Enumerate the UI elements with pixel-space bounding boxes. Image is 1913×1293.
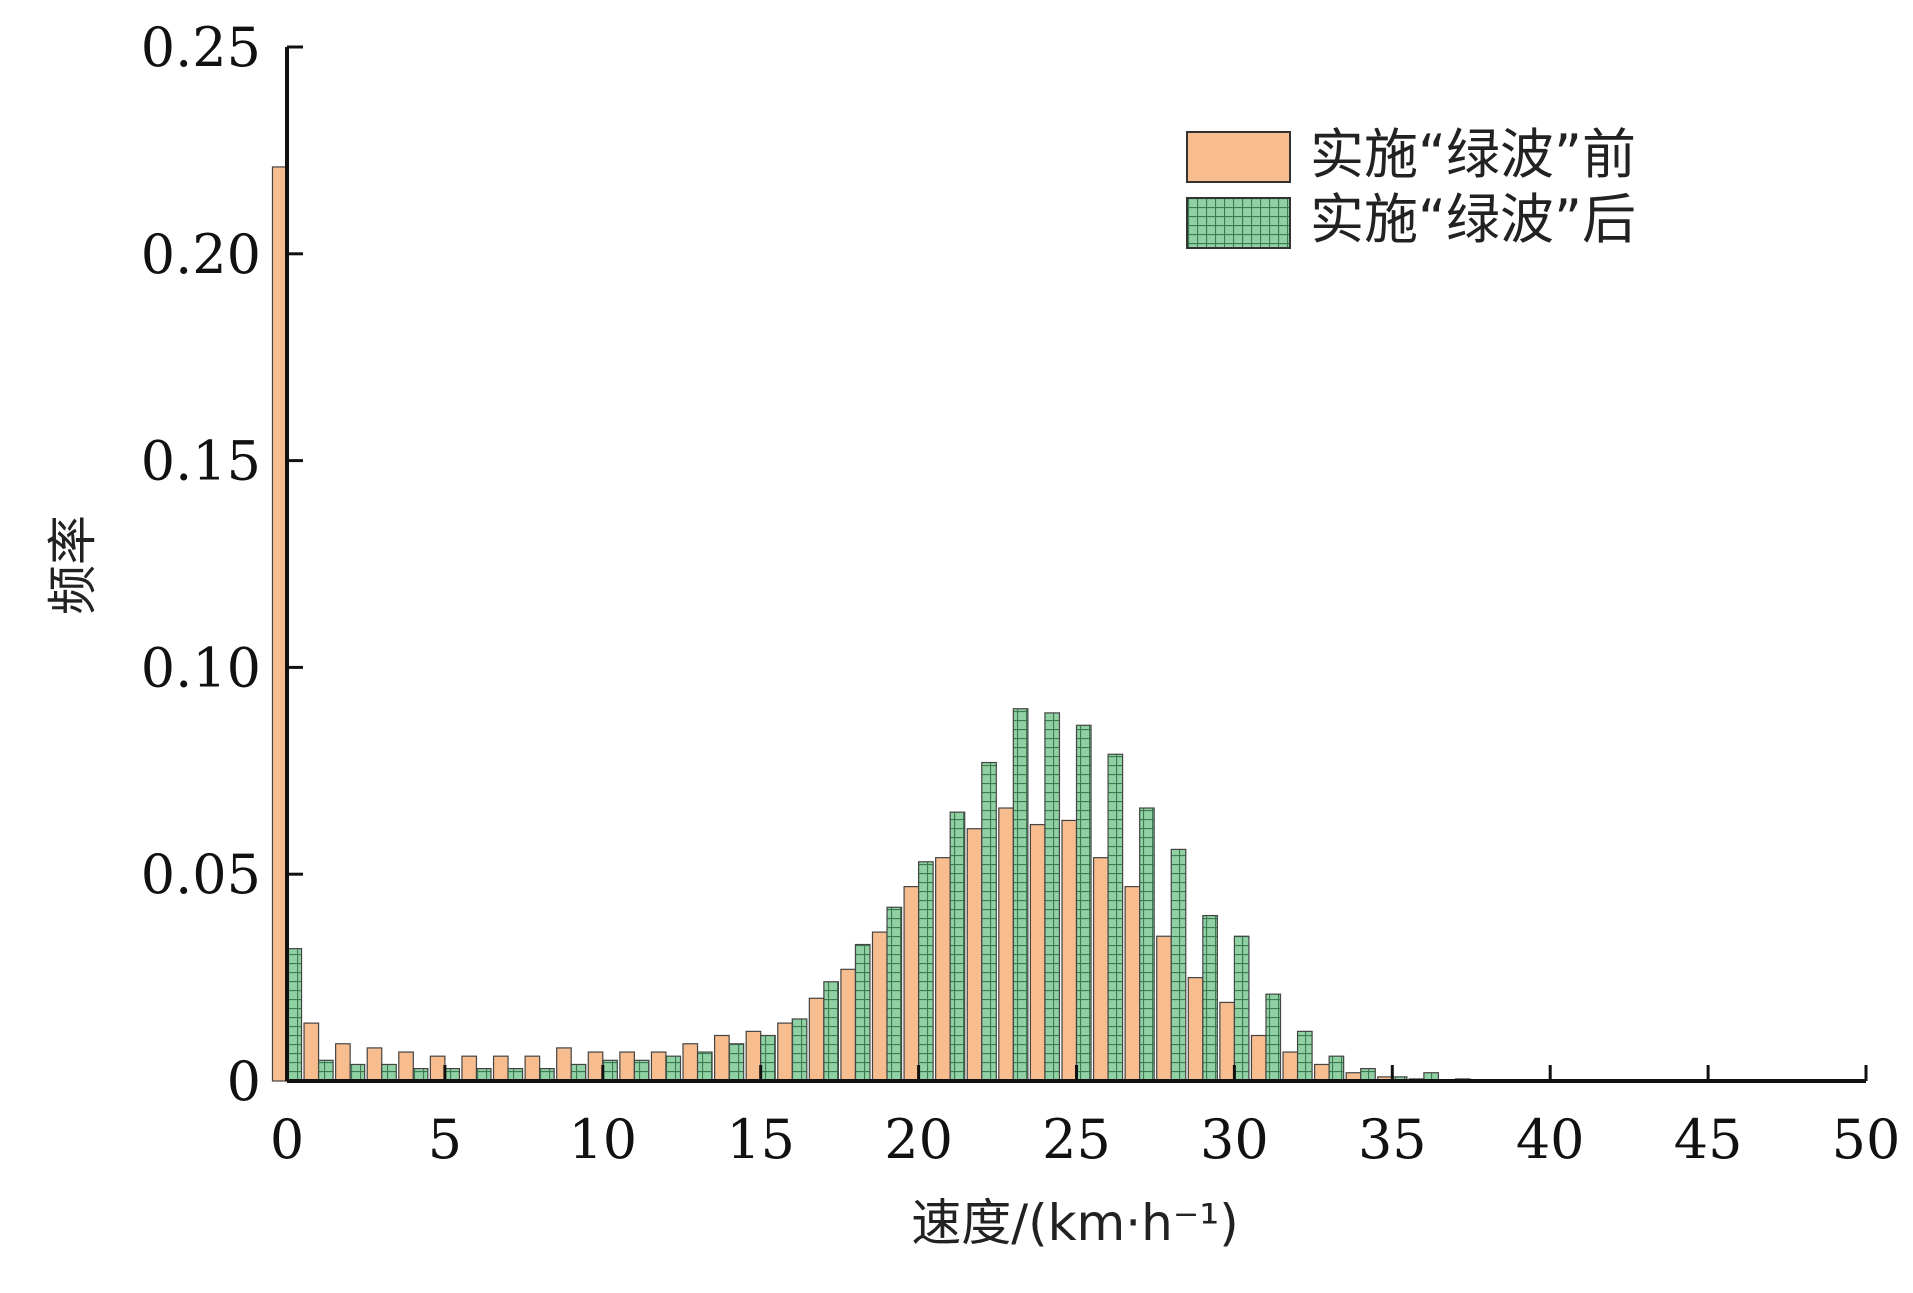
bar-after-3 xyxy=(381,1063,397,1082)
x-tick-label: 20 xyxy=(884,1108,953,1171)
x-tick-label: 35 xyxy=(1358,1108,1427,1171)
bar-after-13 xyxy=(696,1051,713,1082)
bar-after-33 xyxy=(1328,1055,1345,1082)
bar-before-26 xyxy=(1092,857,1109,1082)
bar-before-27 xyxy=(1124,886,1141,1082)
bar-after-31 xyxy=(1265,993,1282,1082)
bar-before-18 xyxy=(840,968,857,1082)
bar-after-19 xyxy=(886,906,903,1082)
bar-before-0 xyxy=(271,166,288,1082)
bar-after-32 xyxy=(1296,1030,1313,1082)
bar-after-23 xyxy=(1012,708,1029,1082)
bar-after-26 xyxy=(1107,753,1124,1082)
x-tick-label: 5 xyxy=(428,1108,462,1171)
bar-before-21 xyxy=(935,857,951,1082)
x-tick-label: 15 xyxy=(726,1108,795,1171)
bar-before-19 xyxy=(871,931,888,1082)
y-tick-label: 0.25 xyxy=(141,16,261,79)
bar-after-0 xyxy=(286,948,303,1082)
bar-after-30 xyxy=(1233,935,1250,1082)
legend-swatch-before xyxy=(1186,131,1291,183)
x-tick-label: 10 xyxy=(568,1108,637,1171)
legend-swatch-after xyxy=(1186,197,1291,249)
bar-before-9 xyxy=(556,1047,572,1082)
bar-after-12 xyxy=(665,1055,682,1082)
bar-before-12 xyxy=(650,1051,667,1082)
legend: 实施“绿波”前 实施“绿波”后 xyxy=(1186,123,1636,251)
bar-after-25 xyxy=(1075,724,1092,1082)
bar-before-30 xyxy=(1219,1001,1235,1082)
bars xyxy=(271,166,1850,1082)
y-tick-label: 0.15 xyxy=(141,430,261,493)
x-tick-label: 50 xyxy=(1832,1108,1901,1171)
bar-before-17 xyxy=(808,997,825,1082)
bar-before-13 xyxy=(682,1043,699,1082)
bar-before-31 xyxy=(1250,1034,1267,1082)
x-axis-ticks: 0 5 10 15 20 25 30 35 40 45 50 xyxy=(270,1065,1901,1171)
x-tick-label: 25 xyxy=(1042,1108,1111,1171)
bar-before-6 xyxy=(461,1055,478,1082)
x-axis-label: 速度/(km·h⁻¹) xyxy=(911,1194,1239,1252)
bar-after-20 xyxy=(917,861,934,1082)
bar-before-15 xyxy=(745,1030,762,1082)
bar-after-11 xyxy=(633,1059,650,1082)
bar-after-9 xyxy=(570,1063,587,1082)
legend-label-after: 实施“绿波”后 xyxy=(1310,188,1636,251)
y-tick-label: 0 xyxy=(227,1050,261,1113)
bar-after-28 xyxy=(1170,848,1187,1082)
bar-after-14 xyxy=(728,1043,745,1082)
bar-after-22 xyxy=(981,761,997,1082)
bar-before-22 xyxy=(966,828,983,1082)
bar-before-25 xyxy=(1061,819,1078,1082)
bar-before-28 xyxy=(1156,935,1172,1082)
y-tick-label: 0.05 xyxy=(141,843,261,906)
bar-after-15 xyxy=(760,1034,776,1082)
y-tick-label: 0.20 xyxy=(141,223,261,286)
bar-before-5 xyxy=(429,1055,446,1082)
bar-before-14 xyxy=(713,1034,730,1082)
bar-before-8 xyxy=(524,1055,541,1082)
x-tick-label: 30 xyxy=(1200,1108,1269,1171)
bar-before-3 xyxy=(366,1047,383,1082)
bar-after-10 xyxy=(602,1059,618,1082)
bar-before-1 xyxy=(303,1022,320,1082)
bar-before-10 xyxy=(587,1051,604,1082)
bar-after-17 xyxy=(823,981,839,1082)
x-tick-label: 40 xyxy=(1516,1108,1585,1171)
bar-after-29 xyxy=(1202,914,1218,1082)
bar-before-24 xyxy=(1029,823,1046,1082)
y-axis-ticks: 0 0.05 0.10 0.15 0.20 0.25 xyxy=(141,16,303,1113)
x-tick-label: 45 xyxy=(1674,1108,1743,1171)
bar-before-32 xyxy=(1282,1051,1299,1082)
bar-before-33 xyxy=(1314,1063,1330,1082)
bar-before-23 xyxy=(998,807,1014,1082)
bar-before-11 xyxy=(619,1051,635,1082)
bar-after-21 xyxy=(949,811,966,1082)
bar-after-2 xyxy=(349,1063,366,1082)
bar-after-27 xyxy=(1139,807,1155,1082)
bar-before-2 xyxy=(335,1043,351,1082)
bar-before-7 xyxy=(492,1055,509,1082)
y-axis-label: 频率 xyxy=(44,515,102,615)
bar-before-16 xyxy=(777,1022,793,1082)
legend-label-before: 实施“绿波”前 xyxy=(1310,123,1636,186)
bar-before-4 xyxy=(398,1051,414,1082)
bar-before-20 xyxy=(903,886,920,1082)
bar-after-18 xyxy=(854,943,871,1082)
bar-after-16 xyxy=(791,1018,808,1082)
bar-before-29 xyxy=(1187,976,1204,1082)
bar-after-24 xyxy=(1044,712,1061,1082)
bar-after-1 xyxy=(317,1059,334,1082)
y-tick-label: 0.10 xyxy=(141,636,261,699)
x-tick-label: 0 xyxy=(270,1108,304,1171)
